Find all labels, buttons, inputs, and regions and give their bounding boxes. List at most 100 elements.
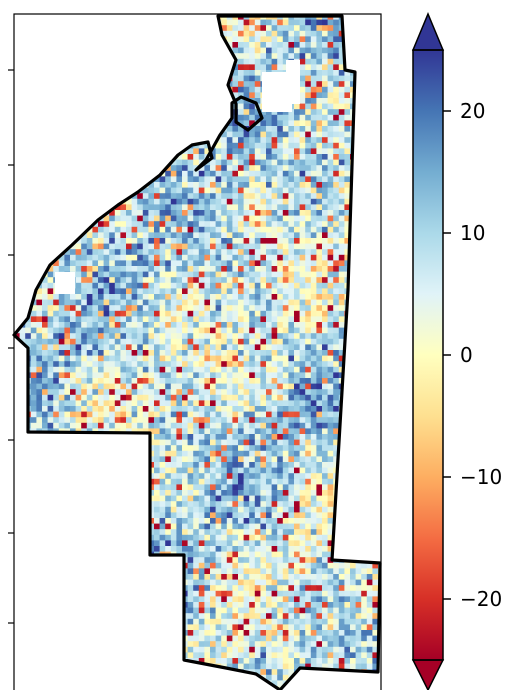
heatmap-cell (299, 226, 306, 233)
heatmap-cell (159, 394, 166, 401)
heatmap-cell (148, 378, 155, 384)
heatmap-cell (238, 389, 244, 396)
heatmap-cell (294, 159, 300, 166)
heatmap-cell (327, 75, 334, 82)
heatmap-cell (226, 282, 233, 289)
heatmap-cell (299, 114, 306, 121)
heatmap-cell (176, 310, 183, 317)
heatmap-cell (282, 232, 289, 239)
heatmap-cell (198, 238, 205, 244)
heatmap-cell (42, 411, 48, 418)
heatmap-cell (142, 193, 149, 200)
heatmap-cell (109, 249, 116, 256)
heatmap-cell (316, 170, 323, 177)
heatmap-cell (81, 394, 88, 401)
heatmap-cell (254, 361, 261, 368)
heatmap-cell (282, 338, 289, 345)
heatmap-cell (310, 361, 317, 368)
heatmap-cell (338, 58, 345, 65)
heatmap-cell (92, 226, 99, 233)
heatmap-cell (305, 417, 312, 424)
heatmap-cell (294, 187, 300, 194)
heatmap-cell (36, 389, 43, 396)
heatmap-cell (282, 120, 289, 127)
heatmap-cell (210, 338, 216, 345)
heatmap-cell (249, 92, 256, 99)
heatmap-cell (92, 249, 99, 256)
heatmap-cell (282, 411, 289, 418)
heatmap-cell (243, 243, 250, 250)
heatmap-cell (131, 389, 138, 396)
heatmap-cell (254, 282, 261, 289)
heatmap-cell (232, 70, 239, 76)
heatmap-cell (232, 182, 239, 188)
heatmap-cell (333, 30, 340, 37)
heatmap-cell (271, 400, 278, 407)
heatmap-cell (243, 406, 250, 412)
heatmap-cell (176, 322, 183, 328)
heatmap-cell (182, 344, 188, 351)
heatmap-cell (254, 47, 261, 54)
heatmap-cell (226, 187, 233, 194)
heatmap-cell (126, 322, 132, 328)
heatmap-cell (198, 344, 205, 351)
heatmap-cell (232, 238, 239, 244)
heatmap-cell (30, 316, 37, 323)
heatmap-cell (75, 394, 82, 401)
heatmap-cell (103, 282, 110, 289)
heatmap-cell (58, 338, 65, 345)
heatmap-cell (249, 350, 256, 356)
heatmap-cell (260, 53, 267, 60)
heatmap-cell (299, 294, 306, 300)
heatmap-cell (260, 243, 267, 250)
heatmap-cell (305, 428, 312, 435)
heatmap-cell (310, 58, 317, 65)
heatmap-cell (64, 366, 71, 373)
heatmap-cell (221, 226, 228, 233)
heatmap-cell (232, 16, 239, 20)
heatmap-cell (165, 378, 172, 384)
heatmap-cell (198, 305, 205, 312)
heatmap-cell (210, 400, 216, 407)
heatmap-cell (114, 394, 121, 401)
heatmap-cell (338, 165, 345, 172)
heatmap-cell (327, 103, 334, 110)
heatmap-cell (137, 226, 144, 233)
heatmap-cell (266, 25, 272, 32)
heatmap-cell (131, 221, 138, 228)
heatmap-cell (187, 148, 194, 155)
heatmap-cell (92, 282, 99, 289)
heatmap-cell (243, 299, 250, 306)
heatmap-cell (148, 389, 155, 396)
heatmap-cell (299, 310, 306, 317)
heatmap-cell (310, 131, 317, 138)
heatmap-cell (333, 86, 340, 93)
heatmap-cell (322, 114, 328, 121)
heatmap-cell (310, 232, 317, 239)
heatmap-cell (277, 322, 284, 328)
heatmap-cell (159, 266, 166, 272)
heatmap-cell (114, 249, 121, 256)
heatmap-cell (344, 215, 351, 222)
heatmap-cell (182, 400, 188, 407)
heatmap-cell (277, 266, 284, 272)
heatmap-cell (305, 322, 312, 328)
heatmap-cell (215, 210, 222, 216)
heatmap-cell (114, 310, 121, 317)
heatmap-cell (316, 165, 323, 172)
heatmap-cell (226, 305, 233, 312)
heatmap-cell (193, 159, 200, 166)
heatmap-cell (103, 417, 110, 424)
heatmap-cell (70, 299, 76, 306)
heatmap-cell (114, 232, 121, 239)
heatmap-cell (299, 182, 306, 188)
heatmap-cell (316, 350, 323, 356)
heatmap-cell (182, 193, 188, 200)
heatmap-cell (210, 305, 216, 312)
heatmap-cell (53, 266, 60, 272)
heatmap-cell (277, 16, 284, 20)
heatmap-cell (238, 299, 244, 306)
heatmap-cell (260, 36, 267, 43)
heatmap-cell (170, 389, 177, 396)
heatmap-cell (327, 92, 334, 99)
